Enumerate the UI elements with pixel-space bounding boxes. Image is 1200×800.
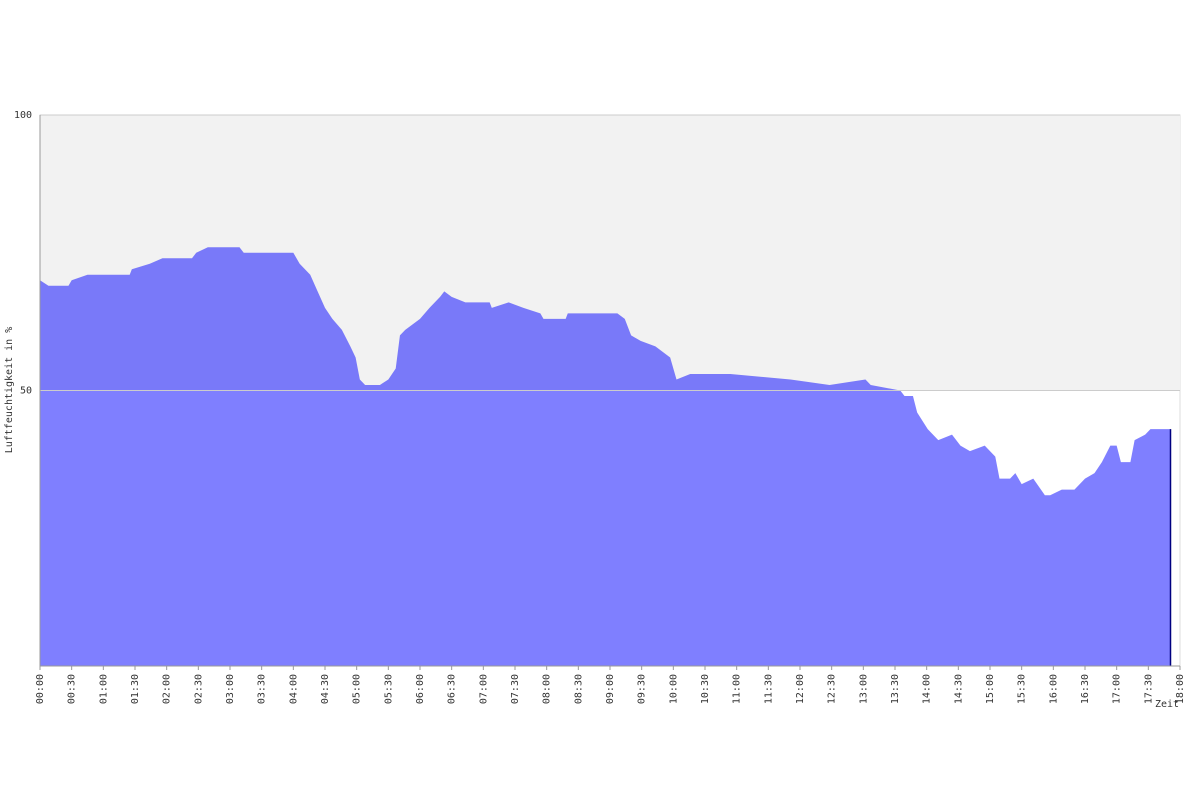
x-tick-label: 01:30 <box>130 674 141 704</box>
x-tick-label: 16:30 <box>1080 674 1091 704</box>
y-tick-label: 100 <box>14 110 32 121</box>
x-tick-label: 08:30 <box>573 674 584 704</box>
x-tick-label: 09:00 <box>605 674 616 704</box>
x-tick-label: 03:30 <box>257 674 268 704</box>
x-tick-label: 13:00 <box>858 674 869 704</box>
x-tick-label: 00:00 <box>35 674 46 704</box>
x-tick-label: 15:30 <box>1017 674 1028 704</box>
x-tick-label: 04:30 <box>320 674 331 704</box>
x-tick-label: 03:00 <box>225 674 236 704</box>
x-tick-label: 08:00 <box>542 674 553 704</box>
x-tick-label: 14:30 <box>953 674 964 704</box>
x-tick-label: 17:00 <box>1112 674 1123 704</box>
x-tick-label: 07:00 <box>478 674 489 704</box>
x-tick-label: 05:30 <box>383 674 394 704</box>
x-tick-label: 11:30 <box>763 674 774 704</box>
x-tick-label: 13:30 <box>890 674 901 704</box>
x-tick-label: 10:00 <box>668 674 679 704</box>
x-tick-label: 18:00 <box>1175 674 1186 704</box>
x-axis-label: Zeit <box>1155 699 1179 710</box>
x-tick-label: 16:00 <box>1048 674 1059 704</box>
x-tick-label: 10:30 <box>700 674 711 704</box>
x-tick-label: 15:00 <box>985 674 996 704</box>
x-tick-label: 05:00 <box>352 674 363 704</box>
area <box>40 247 1171 667</box>
x-tick-label: 06:00 <box>415 674 426 704</box>
x-tick-label: 11:00 <box>732 674 743 704</box>
x-tick-label: 02:00 <box>162 674 173 704</box>
x-tick-label: 06:30 <box>447 674 458 704</box>
y-axis-label: Luftfeuchtigkeit in % <box>4 327 15 453</box>
x-tick-label: 02:30 <box>193 674 204 704</box>
x-tick-label: 07:30 <box>510 674 521 704</box>
x-tick-label: 12:00 <box>795 674 806 704</box>
x-tick-label: 17:30 <box>1143 674 1154 704</box>
x-tick-label: 04:00 <box>288 674 299 704</box>
x-tick-label: 01:00 <box>98 674 109 704</box>
x-tick-label: 09:30 <box>637 674 648 704</box>
x-tick-label: 12:30 <box>827 674 838 704</box>
x-tick-label: 14:00 <box>922 674 933 704</box>
y-tick-label: 50 <box>20 386 32 397</box>
x-tick-label: 00:30 <box>67 674 78 704</box>
